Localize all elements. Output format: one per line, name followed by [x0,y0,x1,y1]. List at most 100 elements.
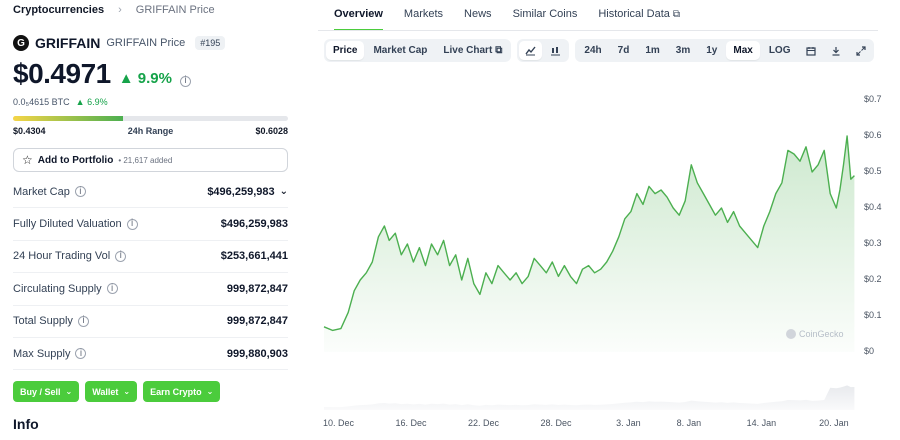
price-area-fill [324,136,855,352]
tab-markets[interactable]: Markets [403,8,444,20]
portfolio-added-count: • 21,617 added [118,155,173,165]
info-icon[interactable]: i [75,348,87,360]
chevron-down-icon: ⌄ [206,387,214,396]
btc-price: 0.0₅4615 BTC [13,97,70,107]
calendar-icon[interactable] [799,41,822,60]
stat-row-volume: 24 Hour Trading Vol i $253,661,441 [13,241,288,274]
main-tabs: Overview Markets News Similar Coins Hist… [334,8,680,31]
range-1m[interactable]: 1m [645,45,660,56]
x-axis-tick-label: 3. Jan [616,418,641,428]
range-max[interactable]: Max [726,41,760,60]
tab-live-chart[interactable]: Live Chart ⧉ [436,41,509,60]
info-icon[interactable]: i [126,218,138,230]
info-icon[interactable]: i [115,250,127,262]
log-scale-toggle[interactable]: LOG [768,45,791,56]
y-axis-tick-label: $0.7 [864,94,882,104]
download-icon[interactable] [824,41,847,60]
tab-overview[interactable]: Overview [334,8,383,31]
stat-row-market-cap: Market Cap i $496,259,983 ⌄ [13,176,288,209]
tab-news[interactable]: News [464,8,492,20]
external-link-icon: ⧉ [672,9,681,20]
buy-sell-label: Buy / Sell [20,386,61,397]
chevron-down-icon[interactable]: ⌄ [279,186,288,198]
add-to-portfolio-button[interactable]: ☆ Add to Portfolio • 21,617 added [13,148,288,172]
btc-change-value: 6.9% [87,97,108,107]
stats-table: Market Cap i $496,259,983 ⌄ Fully Diluted … [13,176,288,371]
range-24h[interactable]: 24h [584,45,602,56]
stat-label: 24 Hour Trading Vol [13,250,111,263]
breadcrumb: Cryptocurrencies › GRIFFAIN Price [13,4,215,16]
info-icon[interactable]: i [77,315,89,327]
coin-subtitle: GRIFFAIN Price [106,37,186,49]
stat-value[interactable]: $496,259,983 ⌄ [207,186,288,198]
breadcrumb-cryptocurrencies[interactable]: Cryptocurrencies [13,4,105,16]
x-axis-tick-label: 16. Dec [395,418,427,428]
earn-crypto-button[interactable]: Earn Crypto ⌄ [143,381,221,402]
stat-row-total-supply: Total Supply i 999,872,847 [13,306,288,338]
action-buttons: Buy / Sell ⌄ Wallet ⌄ Earn Crypto ⌄ [13,381,221,402]
volume-area [324,385,855,410]
live-chart-label: Live Chart [443,45,493,56]
tab-historical-data[interactable]: Historical Data ⧉ [598,8,680,31]
time-range-tabs: 24h 7d 1m 3m 1y Max LOG [575,39,875,62]
x-axis-tick-label: 8. Jan [676,418,702,428]
stat-row-fdv: Fully Diluted Valuation i $496,259,983 [13,208,288,241]
info-icon[interactable]: i [74,186,86,198]
rank-badge: #195 [195,36,226,50]
x-axis-tick-label: 20. Jan [819,418,849,428]
y-axis-tick-label: $0.5 [864,166,882,176]
range-1y[interactable]: 1y [706,45,718,56]
btc-price-row: 0.0₅4615 BTC ▲ 6.9% [13,97,108,107]
x-axis-tick-label: 28. Dec [540,418,572,428]
x-axis-tick-label: 22. Dec [467,418,499,428]
wallet-label: Wallet [92,386,119,397]
range-label[interactable]: 24h Range [127,126,174,136]
coin-header: G GRIFFAIN GRIFFAIN Price #195 [13,35,226,51]
chart-panel: Overview Markets News Similar Coins Hist… [318,0,900,440]
caret-up-icon: ▲ [118,70,138,87]
stat-value: $253,661,441 [220,250,288,263]
stat-label: Total Supply [13,315,73,328]
wallet-button[interactable]: Wallet ⌄ [85,381,138,402]
stat-label: Fully Diluted Valuation [13,218,122,231]
info-icon[interactable]: i [106,283,118,295]
stat-row-circulating-supply: Circulating Supply i 999,872,847 [13,273,288,306]
range-high: $0.6028 [255,126,288,136]
candlestick-chart-icon[interactable] [544,41,567,60]
add-to-portfolio-label: Add to Portfolio [37,154,114,166]
caret-up-icon: ▲ [75,97,88,107]
info-icon[interactable]: i [179,75,191,87]
historical-data-label: Historical Data [598,8,670,20]
chevron-down-icon: ⌄ [65,387,73,396]
stat-value: 999,872,847 [226,315,288,328]
btc-change: ▲ 6.9% [76,97,108,107]
info-heading: Info [13,416,39,432]
stat-label: Max Supply [13,347,71,360]
price-change-value: 9.9% [137,70,172,87]
chevron-right-icon: › [118,4,122,16]
tab-similar-coins[interactable]: Similar Coins [512,8,578,20]
stat-label: Circulating Supply [13,282,102,295]
price-chart[interactable]: CoinGecko $0 $0.1 $0.2 $0.3 $0.4 $0.5 $0.6 $0.7… [318,70,900,440]
chart-style-toggle [517,39,570,62]
current-price: $0.4971 [13,58,111,89]
star-icon: ☆ [22,153,33,167]
fullscreen-icon[interactable] [849,41,872,60]
line-chart-icon[interactable] [519,41,543,60]
price-row: $0.4971 ▲ 9.9% i [13,58,191,90]
external-link-icon: ⧉ [495,45,503,56]
earn-crypto-label: Earn Crypto [150,386,202,397]
y-axis-tick-label: $0.4 [864,202,882,212]
tabs-divider [318,30,878,31]
tab-market-cap[interactable]: Market Cap [373,45,428,56]
x-axis-tick-label: 10. Dec [322,418,354,428]
range-bar-fill [13,116,123,121]
buy-sell-button[interactable]: Buy / Sell ⌄ [13,381,80,402]
tab-price[interactable]: Price [326,41,365,60]
range-3m[interactable]: 3m [675,45,691,56]
range-7d[interactable]: 7d [617,45,630,56]
coin-logo: G [13,35,29,51]
coingecko-logo-icon [786,329,796,340]
market-cap-value: $496,259,983 [207,185,275,198]
chart-toolbar: Price Market Cap Live Chart ⧉ 24h 7d 1m 3… [324,39,875,62]
